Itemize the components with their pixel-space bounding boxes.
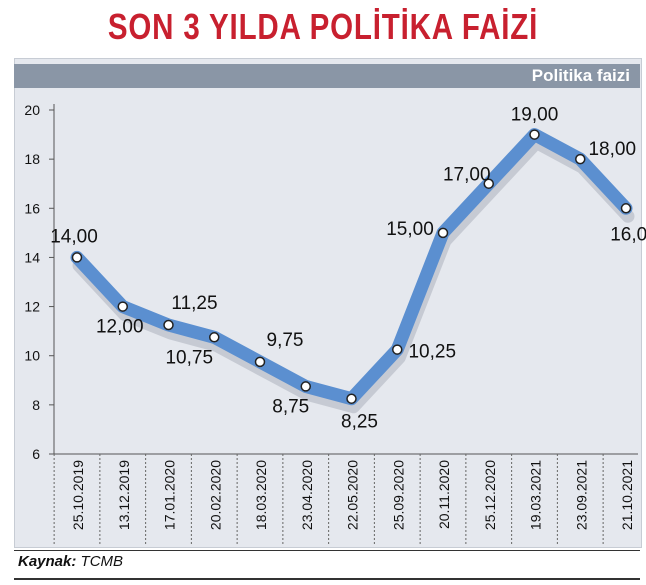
data-point-marker	[163, 319, 174, 331]
source-value: TCMB	[80, 553, 124, 570]
y-tick-label: 6	[32, 446, 40, 462]
x-tick-label: 17.01.2020	[162, 460, 178, 530]
x-tick-label: 25.09.2020	[390, 460, 406, 530]
data-label: 10,75	[165, 347, 213, 368]
data-point-marker	[575, 153, 586, 165]
y-tick-label: 8	[32, 397, 40, 413]
data-point-marker	[300, 381, 311, 392]
x-tick-label: 19.03.2021	[528, 460, 544, 530]
x-tick-label: 20.02.2020	[207, 460, 223, 530]
x-tick-label: 23.04.2020	[299, 460, 315, 530]
data-label: 18,00	[588, 139, 636, 160]
data-label: 15,00	[386, 219, 434, 240]
y-tick-label: 18	[24, 151, 40, 167]
x-axis-band	[54, 454, 638, 546]
y-tick-label: 14	[24, 249, 40, 265]
series-line-shadow	[72, 136, 635, 414]
y-tick-label: 20	[24, 102, 40, 118]
chart-title: SON 3 YILDA POLİTİKA FAİZİ	[107, 6, 539, 47]
data-label: 19,00	[511, 105, 559, 126]
x-tick-label: 25.10.2019	[70, 460, 86, 530]
series-line	[70, 128, 633, 406]
y-tick-label: 10	[24, 348, 40, 364]
data-label: 14,00	[50, 226, 98, 247]
legend-series-label: Politika faizi	[531, 66, 630, 85]
data-label: 8,75	[272, 396, 309, 417]
x-tick-label: 13.12.2019	[116, 460, 132, 530]
data-label: 17,00	[443, 165, 491, 186]
y-tick-label: 16	[24, 200, 40, 216]
data-point-marker	[437, 227, 449, 239]
x-tick-label: 21.10.2021	[619, 460, 635, 530]
data-label: 16,00	[610, 224, 646, 245]
data-point-marker	[71, 252, 83, 263]
data-label: 12,00	[96, 317, 144, 338]
data-point-marker	[529, 129, 540, 140]
x-tick-label: 22.05.2020	[345, 460, 361, 530]
data-point-marker	[254, 356, 266, 368]
source-label: Kaynak:	[18, 553, 77, 570]
x-tick-label: 20.11.2020	[436, 460, 452, 529]
data-point-marker	[392, 344, 403, 355]
data-label: 8,25	[341, 412, 378, 433]
data-label: 11,25	[171, 293, 217, 314]
data-point-marker	[620, 203, 632, 214]
footer-divider	[14, 550, 640, 551]
legend-bar: Politika faizi	[14, 64, 640, 88]
x-tick-label: 23.09.2021	[573, 460, 589, 530]
x-tick-label: 25.12.2020	[482, 460, 498, 530]
source-note: Kaynak: TCMB	[18, 553, 123, 570]
data-point-marker	[209, 332, 220, 343]
footer-bottom-rule	[14, 578, 640, 580]
data-point-marker	[346, 393, 357, 404]
data-point-marker	[117, 301, 128, 312]
data-label: 10,25	[408, 342, 456, 363]
data-label: 9,75	[267, 330, 304, 351]
y-tick-label: 12	[24, 299, 40, 315]
data-point-marker	[483, 178, 494, 189]
x-tick-label: 18.03.2020	[253, 460, 269, 530]
